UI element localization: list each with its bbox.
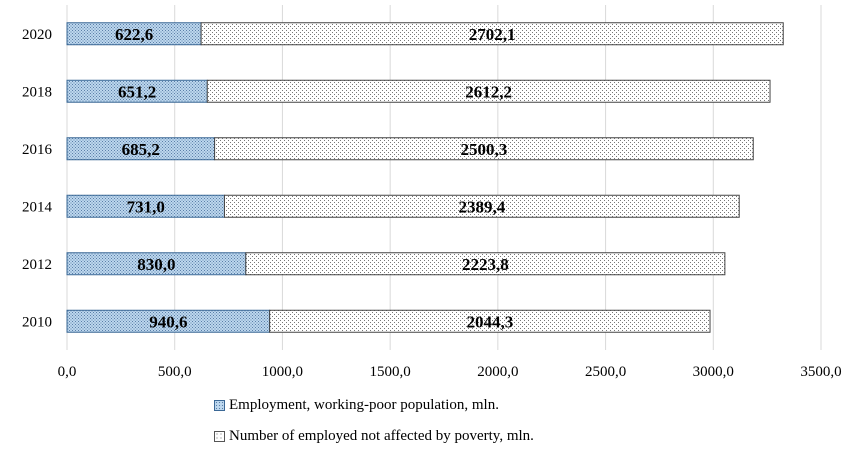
y-tick-label: 2016 [22, 142, 53, 158]
data-label-working-poor: 940,6 [149, 312, 187, 331]
data-label-not-poor: 2612,2 [465, 82, 512, 101]
bars [66, 22, 784, 333]
data-label-working-poor: 685,2 [122, 140, 160, 159]
data-label-not-poor: 2702,1 [469, 25, 516, 44]
data-label-not-poor: 2500,3 [461, 140, 508, 159]
axis-ticks: 0,0 500,0 1000,0 1500,0 2000,0 2500,0 3000,0 35… [22, 27, 842, 380]
bar-not-poor [200, 22, 784, 46]
x-tick-label: 500,0 [158, 364, 192, 380]
x-tick-label: 1500,0 [370, 364, 411, 380]
legend-label-not-poor: Number of employed not affected by pover… [229, 428, 534, 444]
data-label-not-poor: 2044,3 [466, 312, 513, 331]
y-tick-label: 2012 [22, 257, 52, 273]
bar-not-poor [223, 194, 740, 218]
legend-label-working-poor: Employment, working-poor population, mln… [229, 397, 499, 413]
x-tick-label: 1000,0 [262, 364, 303, 380]
legend-swatch-working-poor [214, 400, 225, 411]
x-tick-label: 3500,0 [800, 364, 841, 380]
legend-item-working-poor: Employment, working-poor population, mln… [214, 397, 499, 414]
data-label-working-poor: 651,2 [118, 82, 156, 101]
legend-item-not-poor: Number of employed not affected by pover… [214, 428, 534, 445]
data-label-working-poor: 731,0 [127, 197, 165, 216]
data-label-not-poor: 2223,8 [462, 255, 509, 274]
x-tick-label: 3000,0 [693, 364, 734, 380]
data-label-not-poor: 2389,4 [458, 197, 505, 216]
legend-swatch-not-poor [214, 431, 225, 442]
data-label-working-poor: 830,0 [137, 255, 175, 274]
bar-not-poor [245, 252, 726, 276]
bar-not-poor [214, 137, 754, 161]
x-tick-label: 2500,0 [585, 364, 626, 380]
data-label-working-poor: 622,6 [115, 25, 153, 44]
x-tick-label: 2000,0 [477, 364, 518, 380]
x-tick-label: 0,0 [58, 364, 77, 380]
bar-not-poor [269, 309, 711, 333]
y-tick-label: 2010 [22, 314, 52, 330]
y-tick-label: 2020 [22, 27, 52, 43]
bar-not-poor [206, 79, 771, 103]
data-labels: 622,6 2702,1 651,2 2612,2 685,2 2500,3 731,0 23… [115, 25, 516, 332]
y-tick-label: 2014 [22, 199, 53, 215]
y-tick-label: 2018 [22, 84, 52, 100]
gridlines [66, 5, 822, 350]
